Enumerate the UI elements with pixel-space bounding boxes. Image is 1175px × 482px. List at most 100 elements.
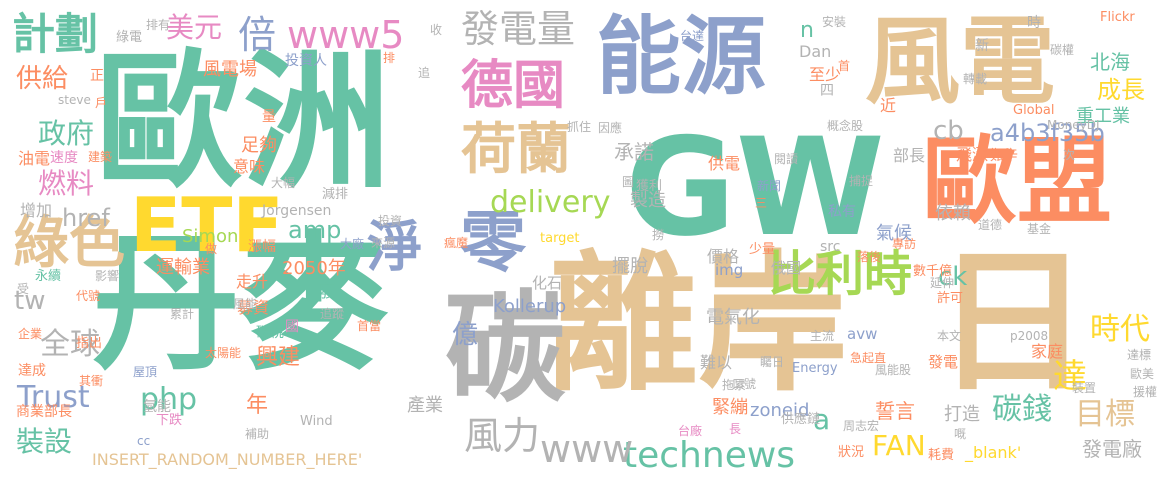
cloud-word: 倍 xyxy=(238,13,277,57)
cloud-word: 轉載 xyxy=(963,72,988,86)
cloud-word: 重工業 xyxy=(1076,106,1130,127)
cloud-word: 日 xyxy=(935,232,1090,413)
cloud-word: 少量 xyxy=(749,242,776,257)
cloud-word: 戶 xyxy=(95,96,108,110)
cloud-word: ck xyxy=(938,262,968,292)
cloud-word: 依賴 xyxy=(935,203,971,224)
cloud-word: 政府 xyxy=(38,117,95,150)
cloud-word: 累計 xyxy=(170,307,195,321)
cloud-word: 大幅 xyxy=(271,176,296,190)
cloud-word: 計劃 xyxy=(12,10,98,60)
cloud-word: 大廠 xyxy=(340,237,365,251)
cloud-word: 次 xyxy=(1063,148,1076,162)
cloud-word: avw xyxy=(847,325,878,343)
cloud-word: 延伸 xyxy=(930,276,955,290)
cloud-word: 受 xyxy=(17,282,30,296)
cloud-word: Kollerup xyxy=(493,296,567,317)
cloud-word: 裝設 xyxy=(16,425,73,458)
cloud-word: 零 xyxy=(460,204,526,281)
cloud-word: 速度 xyxy=(50,150,78,166)
cloud-word: 耗費 xyxy=(928,448,955,463)
cloud-word: 年 xyxy=(246,393,269,418)
cloud-word: src xyxy=(820,239,841,255)
cloud-word: 飛漲 xyxy=(956,145,989,164)
cloud-word: 打造 xyxy=(944,404,980,425)
cloud-word: 風電 xyxy=(865,7,1056,117)
cloud-word: 製造 xyxy=(630,190,666,211)
cloud-word: 達標 xyxy=(1127,348,1152,362)
cloud-word: 難以 xyxy=(700,353,733,372)
cloud-word: 家庭 xyxy=(1031,342,1064,361)
cloud-word: 發電量 xyxy=(461,7,576,51)
cloud-word: 抓住 xyxy=(567,120,592,134)
cloud-word: delivery xyxy=(490,185,611,220)
cloud-word: 誓言 xyxy=(875,399,915,423)
cloud-word: www xyxy=(540,427,634,471)
cloud-word: 風能股 xyxy=(875,363,912,377)
cloud-word: 碳權 xyxy=(1050,43,1075,57)
cloud-word: 急起直 xyxy=(850,351,887,365)
cloud-word: 補助 xyxy=(245,427,270,441)
cloud-word: 來源 xyxy=(371,236,396,250)
cloud-word: 四 xyxy=(820,83,834,99)
cloud-word: 太陽能 xyxy=(205,346,242,360)
cloud-word: img xyxy=(715,261,744,279)
cloud-word: 發電廠 xyxy=(1082,437,1142,461)
cloud-word: 影響 xyxy=(95,269,120,283)
cloud-word: 時 xyxy=(1027,15,1041,31)
cloud-word: Global xyxy=(1013,103,1055,118)
cloud-word: 新聞 xyxy=(757,179,782,193)
cloud-word: 價格 xyxy=(707,247,740,266)
cloud-word: cc xyxy=(137,434,151,448)
cloud-word: 首當 xyxy=(357,319,382,333)
cloud-word: 私有 xyxy=(828,204,856,220)
cloud-word: 供應鏈 xyxy=(781,412,821,427)
cloud-word: 碳 xyxy=(445,280,565,419)
cloud-word: 億 xyxy=(452,320,479,350)
cloud-word: 追蹤 xyxy=(320,307,345,321)
cloud-word: 歐洲 xyxy=(95,36,391,208)
cloud-word: 排 xyxy=(383,51,396,65)
cloud-word: 圖 xyxy=(622,175,635,189)
cloud-word: 投資人 xyxy=(285,53,327,69)
cloud-word: 擺脫 xyxy=(612,256,648,277)
cloud-word: 時代 xyxy=(1090,312,1150,347)
cloud-word: 目標 xyxy=(1075,397,1135,432)
cloud-word: 成長 xyxy=(1097,76,1145,104)
cloud-word: technews xyxy=(623,435,796,476)
cloud-word: 追 xyxy=(418,66,431,80)
cloud-word: _blank' xyxy=(965,443,1022,462)
cloud-word: 緊繃 xyxy=(712,397,748,418)
cloud-word: 北海 xyxy=(1090,50,1130,74)
cloud-word: 長 xyxy=(729,422,742,436)
cloud-word: 離岸 xyxy=(548,238,849,412)
cloud-word: 許可 xyxy=(937,291,964,306)
cloud-word: 新 xyxy=(975,38,989,54)
cloud-word: 因應 xyxy=(598,121,623,135)
cloud-word: 氣候 xyxy=(876,223,912,244)
cloud-word: target xyxy=(540,231,580,246)
cloud-word: amp xyxy=(288,216,342,244)
cloud-word: www5 xyxy=(287,13,405,57)
cloud-word: 荷蘭 xyxy=(461,117,572,181)
cloud-word: 美元 xyxy=(166,11,223,44)
cloud-word: Energy xyxy=(792,361,838,376)
cloud-word: 興建 xyxy=(256,345,301,370)
cloud-word: 承諾 xyxy=(614,140,654,164)
cloud-word: 風能 xyxy=(233,297,258,311)
cloud-word: Jorgensen xyxy=(262,203,332,219)
cloud-word: 供給 xyxy=(16,64,69,94)
cloud-word: 首 xyxy=(838,59,851,73)
cloud-word: 募資 xyxy=(237,298,270,317)
cloud-word: 裝置 xyxy=(1072,381,1097,395)
cloud-word: 商業部長 xyxy=(16,404,72,420)
cloud-word: php xyxy=(140,382,198,417)
cloud-word: 風電場 xyxy=(203,59,257,80)
cloud-word: 瘋魔 xyxy=(444,236,469,250)
cloud-word: 屋頂 xyxy=(133,365,158,379)
cloud-word: 淨 xyxy=(367,215,423,279)
cloud-word: 指出 xyxy=(76,336,103,351)
cloud-word: 量 xyxy=(262,109,276,125)
cloud-word: 代號 xyxy=(76,289,101,303)
cloud-word: 產業 xyxy=(407,395,443,416)
